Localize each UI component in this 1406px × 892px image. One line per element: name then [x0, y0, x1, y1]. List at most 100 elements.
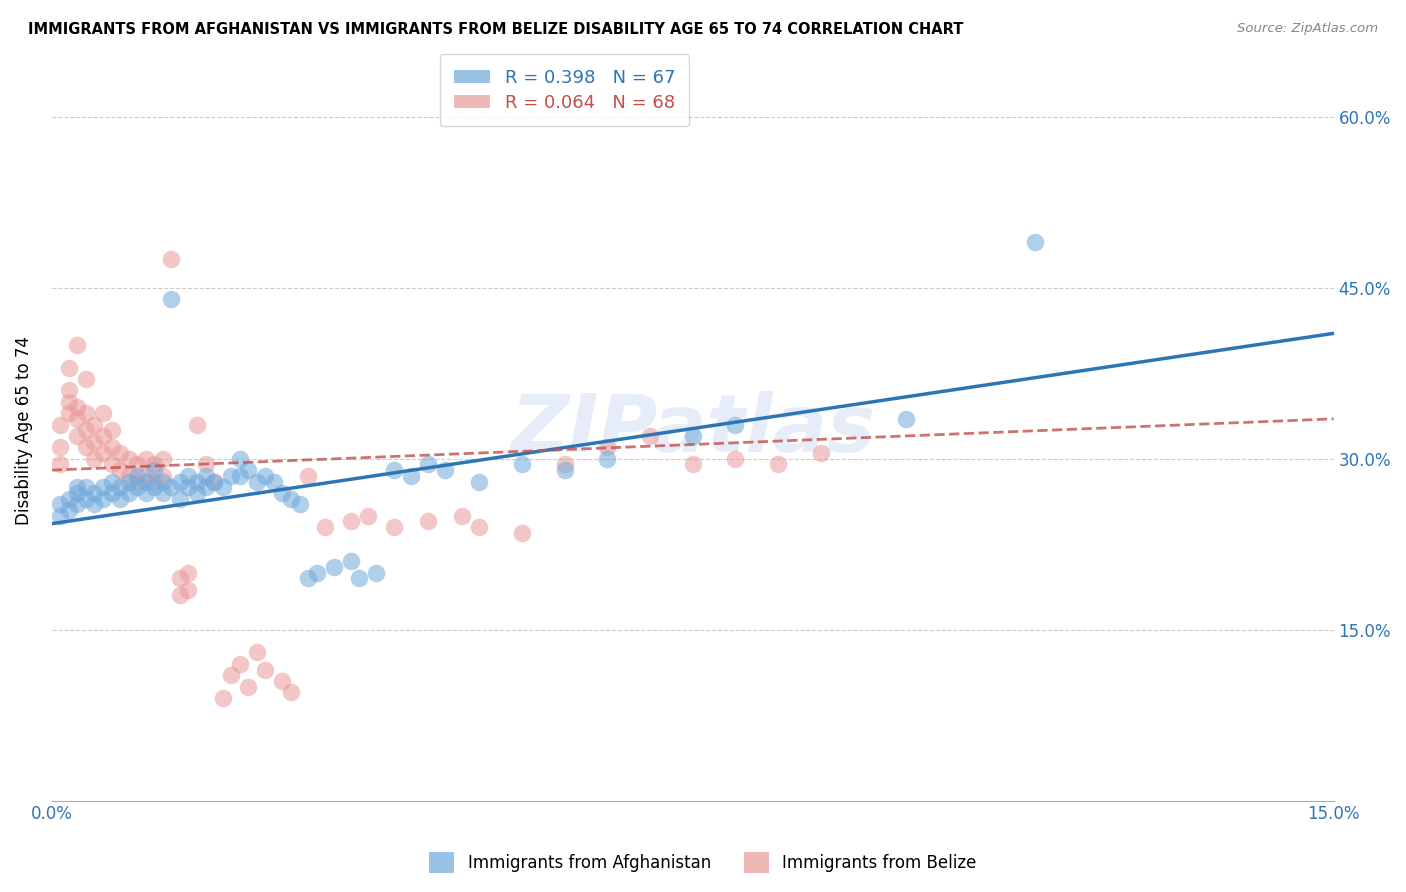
Point — [357, 508, 380, 523]
Point — [468, 475, 491, 489]
Point — [118, 475, 141, 489]
Point — [169, 589, 191, 603]
Point — [75, 491, 97, 506]
Point — [211, 480, 233, 494]
Point — [510, 525, 533, 540]
Point — [314, 520, 336, 534]
Point — [58, 394, 80, 409]
Point — [66, 480, 89, 494]
Point — [152, 475, 174, 489]
Point — [66, 497, 89, 511]
Point — [451, 508, 474, 523]
Point — [100, 458, 122, 472]
Point — [322, 560, 344, 574]
Point — [66, 401, 89, 415]
Point — [83, 451, 105, 466]
Point — [399, 468, 422, 483]
Text: IMMIGRANTS FROM AFGHANISTAN VS IMMIGRANTS FROM BELIZE DISABILITY AGE 65 TO 74 CO: IMMIGRANTS FROM AFGHANISTAN VS IMMIGRANT… — [28, 22, 963, 37]
Legend: Immigrants from Afghanistan, Immigrants from Belize: Immigrants from Afghanistan, Immigrants … — [423, 846, 983, 880]
Point — [108, 480, 131, 494]
Point — [638, 429, 661, 443]
Point — [271, 486, 294, 500]
Point — [553, 463, 575, 477]
Point — [118, 486, 141, 500]
Point — [135, 486, 157, 500]
Point — [160, 252, 183, 267]
Text: ZIPatlas: ZIPatlas — [510, 392, 875, 469]
Point — [246, 645, 269, 659]
Point — [83, 417, 105, 432]
Point — [280, 491, 302, 506]
Legend: R = 0.398   N = 67, R = 0.064   N = 68: R = 0.398 N = 67, R = 0.064 N = 68 — [440, 54, 689, 126]
Point — [143, 475, 166, 489]
Point — [724, 451, 747, 466]
Point — [58, 406, 80, 420]
Point — [219, 668, 242, 682]
Point — [288, 497, 311, 511]
Point — [127, 468, 149, 483]
Point — [596, 440, 619, 454]
Point — [238, 463, 260, 477]
Point — [118, 451, 141, 466]
Point — [108, 463, 131, 477]
Point — [766, 458, 789, 472]
Point — [66, 486, 89, 500]
Point — [349, 571, 371, 585]
Point — [91, 406, 114, 420]
Point — [108, 446, 131, 460]
Point — [66, 412, 89, 426]
Point — [254, 663, 277, 677]
Point — [143, 458, 166, 472]
Point — [100, 486, 122, 500]
Point — [366, 566, 388, 580]
Point — [229, 468, 252, 483]
Point — [135, 451, 157, 466]
Point — [152, 468, 174, 483]
Point — [202, 475, 225, 489]
Point — [305, 566, 328, 580]
Point — [263, 475, 285, 489]
Point — [127, 458, 149, 472]
Point — [186, 486, 208, 500]
Point — [229, 451, 252, 466]
Point — [127, 475, 149, 489]
Point — [83, 434, 105, 449]
Point — [297, 468, 319, 483]
Point — [75, 372, 97, 386]
Point — [416, 458, 439, 472]
Point — [433, 463, 456, 477]
Point — [135, 475, 157, 489]
Point — [177, 566, 200, 580]
Point — [100, 440, 122, 454]
Point — [194, 480, 217, 494]
Point — [152, 451, 174, 466]
Y-axis label: Disability Age 65 to 74: Disability Age 65 to 74 — [15, 335, 32, 524]
Point — [810, 446, 832, 460]
Point — [510, 458, 533, 472]
Point — [416, 515, 439, 529]
Point — [177, 582, 200, 597]
Point — [238, 680, 260, 694]
Point — [169, 571, 191, 585]
Point — [83, 497, 105, 511]
Point — [186, 417, 208, 432]
Point — [100, 475, 122, 489]
Point — [724, 417, 747, 432]
Point — [194, 458, 217, 472]
Point — [49, 458, 72, 472]
Point — [596, 451, 619, 466]
Point — [66, 429, 89, 443]
Point — [382, 463, 405, 477]
Point — [229, 657, 252, 671]
Point — [135, 468, 157, 483]
Point — [143, 463, 166, 477]
Point — [75, 480, 97, 494]
Point — [152, 486, 174, 500]
Point — [682, 429, 704, 443]
Point — [49, 508, 72, 523]
Point — [118, 468, 141, 483]
Point — [246, 475, 269, 489]
Point — [468, 520, 491, 534]
Point — [58, 491, 80, 506]
Point — [127, 480, 149, 494]
